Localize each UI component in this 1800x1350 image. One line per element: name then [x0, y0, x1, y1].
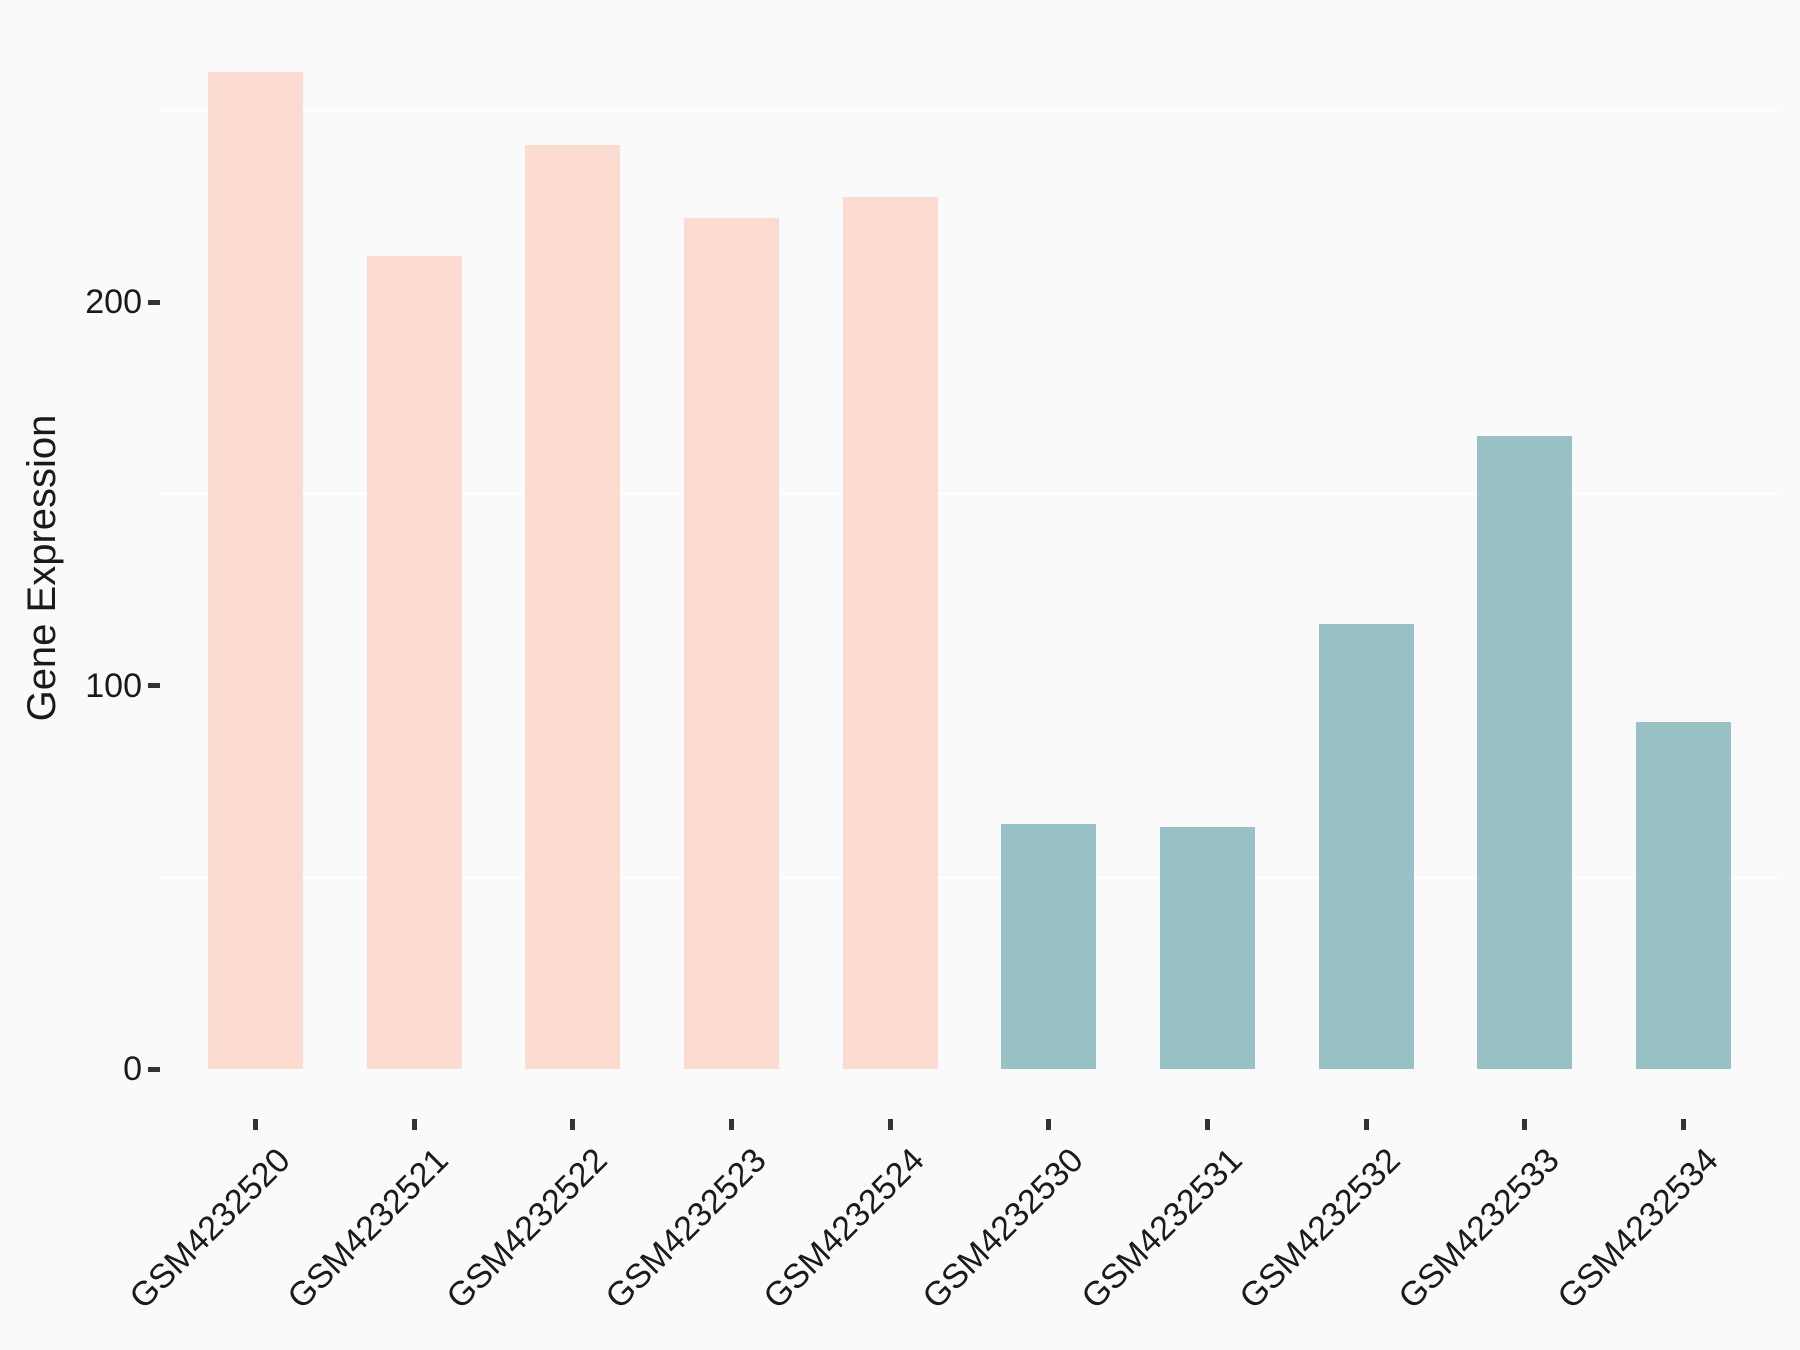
x-tick-mark: [411, 1119, 417, 1130]
bar-GSM4232532: [1318, 624, 1414, 1070]
x-tick-mark: [1363, 1119, 1369, 1130]
x-tick-label-GSM4232521: GSM4232521: [280, 1141, 457, 1317]
x-tick-mark: [887, 1119, 893, 1130]
plot-panel: [161, 22, 1777, 1119]
bar-GSM4232522: [525, 144, 621, 1070]
bar-GSM4232523: [683, 217, 779, 1070]
y-tick-label-100: 100: [85, 666, 142, 705]
minor-gridline-150: [161, 492, 1777, 496]
x-tick-label-GSM4232534: GSM4232534: [1549, 1141, 1726, 1317]
x-tick-label-GSM4232530: GSM4232530: [915, 1141, 1091, 1317]
x-tick-label-GSM4232532: GSM4232532: [1232, 1141, 1408, 1317]
y-tick-label-200: 200: [85, 283, 142, 321]
x-tick-label-GSM4232524: GSM4232524: [756, 1141, 932, 1317]
y-tick-label-0: 0: [123, 1050, 142, 1089]
x-tick-label-GSM4232520: GSM4232520: [122, 1141, 298, 1317]
bar-GSM4232520: [208, 71, 303, 1070]
bar-GSM4232533: [1477, 436, 1573, 1070]
bar-GSM4232524: [842, 196, 938, 1070]
x-tick-label-GSM4232533: GSM4232533: [1391, 1141, 1567, 1317]
y-tick-mark: [148, 683, 160, 689]
x-tick-mark: [570, 1119, 576, 1130]
bar-GSM4232530: [1001, 823, 1097, 1070]
x-tick-label-GSM4232523: GSM4232523: [598, 1141, 774, 1317]
x-tick-label-GSM4232522: GSM4232522: [439, 1141, 615, 1317]
bar-GSM4232531: [1159, 827, 1255, 1070]
x-tick-mark: [1680, 1119, 1686, 1130]
bar-GSM4232534: [1635, 722, 1731, 1070]
x-tick-mark: [1204, 1119, 1210, 1130]
y-tick-mark: [148, 1066, 160, 1072]
y-tick-mark: [148, 299, 160, 305]
x-tick-mark: [1522, 1119, 1528, 1130]
minor-gridline-250: [161, 108, 1777, 112]
x-tick-label-GSM4232531: GSM4232531: [1074, 1141, 1250, 1317]
x-tick-mark: [1046, 1119, 1052, 1130]
bar-GSM4232521: [366, 255, 462, 1070]
minor-gridline-50: [161, 875, 1777, 879]
x-tick-mark: [253, 1119, 258, 1130]
x-tick-mark: [728, 1119, 734, 1130]
